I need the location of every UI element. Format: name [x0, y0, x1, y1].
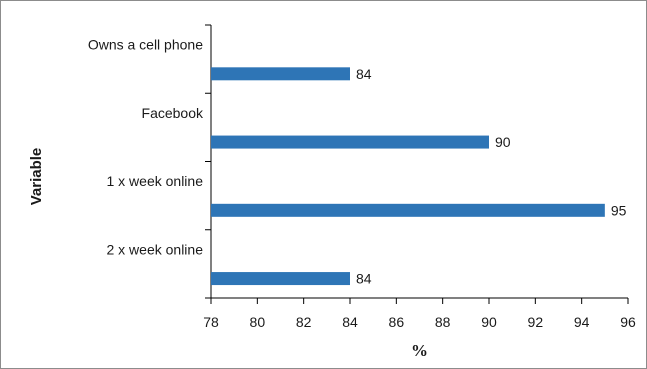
- x-tick-label: 86: [389, 314, 405, 330]
- data-label: 84: [356, 271, 372, 287]
- x-tick-label: 92: [528, 314, 544, 330]
- data-label: 84: [356, 66, 372, 82]
- bar: [211, 135, 489, 149]
- x-tick-label: 80: [250, 314, 266, 330]
- x-tick-label: 90: [481, 314, 497, 330]
- x-tick-label: 94: [574, 314, 590, 330]
- x-tick-label: 84: [342, 314, 358, 330]
- category-label: 2 x week online: [106, 241, 203, 257]
- x-axis-title: %: [411, 341, 428, 360]
- category-label: Owns a cell phone: [88, 37, 203, 53]
- data-label: 90: [495, 134, 511, 150]
- x-tick-label: 88: [435, 314, 451, 330]
- bar: [211, 67, 350, 81]
- category-label: Facebook: [142, 105, 204, 121]
- data-label: 95: [611, 202, 627, 218]
- bar: [211, 272, 350, 286]
- x-tick-label: 82: [296, 314, 312, 330]
- bar: [211, 203, 605, 217]
- x-tick-label: 96: [620, 314, 636, 330]
- category-label: 1 x week online: [106, 173, 203, 189]
- y-axis-title: Variable: [28, 148, 45, 206]
- x-tick-label: 78: [203, 314, 219, 330]
